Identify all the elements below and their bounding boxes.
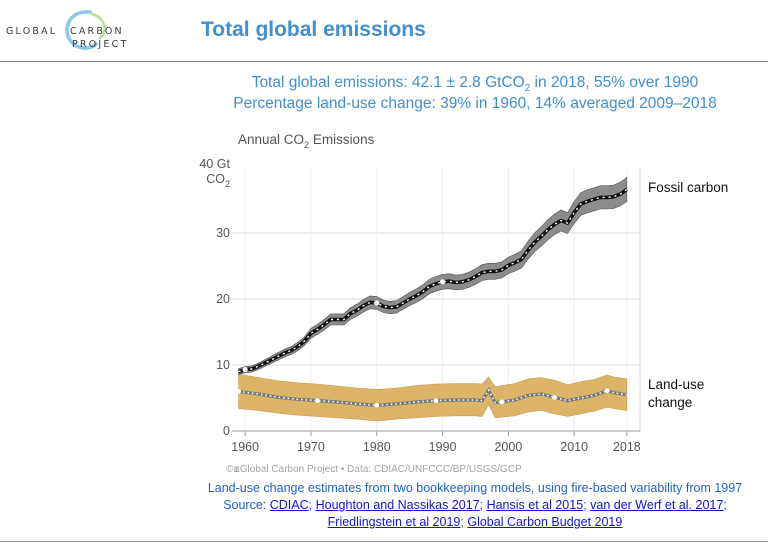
chart-title: Annual CO2 Emissions	[238, 132, 375, 150]
separator: ;	[723, 498, 727, 512]
chart-title-subscript: 2	[304, 140, 309, 150]
landuse-data-point	[499, 399, 505, 405]
header-divider	[0, 61, 768, 62]
fossil-data-point	[242, 367, 248, 373]
bottom-divider	[0, 541, 768, 542]
landuse-data-point	[552, 394, 557, 400]
link-friedlingstein[interactable]: Friedlingstein et al 2019	[327, 515, 461, 529]
headline-total: Total global emissions: 42.1 ± 2.8 GtCO2…	[0, 74, 768, 94]
y-tick-label: 30	[216, 226, 230, 240]
separator: ;	[583, 498, 591, 512]
y-axis-unit-top: 40 Gt	[199, 157, 230, 171]
series-label-landuse-1: Land-use	[648, 377, 704, 392]
logo-text-carbon: CARBON	[70, 26, 124, 37]
landuse-line-dots	[238, 388, 627, 407]
link-van-der-werf[interactable]: van der Werf et al. 2017	[590, 498, 724, 512]
landuse-data-point	[236, 389, 241, 394]
headline-total-tail: in 2018, 55% over 1990	[530, 74, 699, 91]
x-tick-label: 2018	[613, 440, 641, 454]
landuse-data-point	[374, 402, 380, 408]
fossil-data-point	[374, 300, 380, 306]
logo-text-project: PROJECT	[72, 39, 129, 50]
chart-title-tail: Emissions	[309, 132, 375, 147]
series-label-fossil: Fossil carbon	[648, 180, 728, 195]
link-global-carbon-budget[interactable]: Global Carbon Budget 2019	[467, 515, 623, 529]
headline-total-subscript: 2	[524, 83, 531, 95]
x-tick-label: 1960	[231, 440, 259, 454]
landuse-data-point	[315, 398, 320, 404]
logo-text-global: GLOBAL	[6, 26, 58, 37]
footer-sources-2: Friedlingstein et al 2019; Global Carbon…	[150, 515, 768, 529]
headline-total-text: Total global emissions: 42.1 ± 2.8 GtCO	[251, 74, 525, 91]
y-tick-label: 20	[216, 292, 230, 306]
slide-title: Total global emissions	[201, 18, 426, 41]
y-tick-label: 10	[216, 358, 230, 372]
x-tick-label: 2000	[494, 440, 522, 454]
y-axis-unit-bottom: CO2	[206, 172, 230, 189]
footer-note: Land-use change estimates from two bookk…	[207, 481, 743, 495]
series-lines	[236, 187, 628, 408]
series-label-landuse-2: change	[648, 395, 692, 410]
source-label: Source:	[223, 498, 270, 512]
y-axis-unit-subscript: 2	[225, 179, 230, 189]
separator: ;	[460, 515, 468, 529]
fossil-line-dots	[238, 188, 628, 373]
x-tick-label: 1970	[297, 440, 325, 454]
logo-swirl-icon	[65, 10, 106, 50]
chart-axes: 0 10 20 30 1960 1970 1980 1990 2000 2010 2018	[216, 226, 641, 454]
x-tick-label: 1980	[363, 440, 391, 454]
y-axis-unit-text: CO	[206, 172, 225, 186]
separator: ;	[479, 498, 487, 512]
x-tick-label: 1990	[429, 440, 457, 454]
separator: ;	[308, 498, 316, 512]
y-tick-label: 0	[223, 424, 230, 438]
x-tick-label: 2010	[560, 440, 588, 454]
chart-credit: ©⧆Global Carbon Project • Data: CDIAC/UN…	[226, 464, 522, 475]
fossil-data-point	[439, 279, 446, 285]
landuse-data-point	[433, 398, 439, 404]
link-hansis[interactable]: Hansis et al 2015	[486, 498, 584, 512]
landuse-data-point	[604, 388, 610, 394]
gcp-logo: GLOBAL CARBON PROJECT	[4, 6, 154, 58]
chart-title-text: Annual CO	[238, 132, 304, 147]
link-cdiac[interactable]: CDIAC	[269, 498, 309, 512]
landuse-uncertainty-band	[238, 373, 628, 422]
headline-landuse: Percentage land-use change: 39% in 1960,…	[233, 95, 717, 112]
footer-sources-1: Source: CDIAC; Houghton and Nassikas 201…	[150, 498, 768, 512]
link-houghton-nassikas[interactable]: Houghton and Nassikas 2017	[315, 498, 480, 512]
